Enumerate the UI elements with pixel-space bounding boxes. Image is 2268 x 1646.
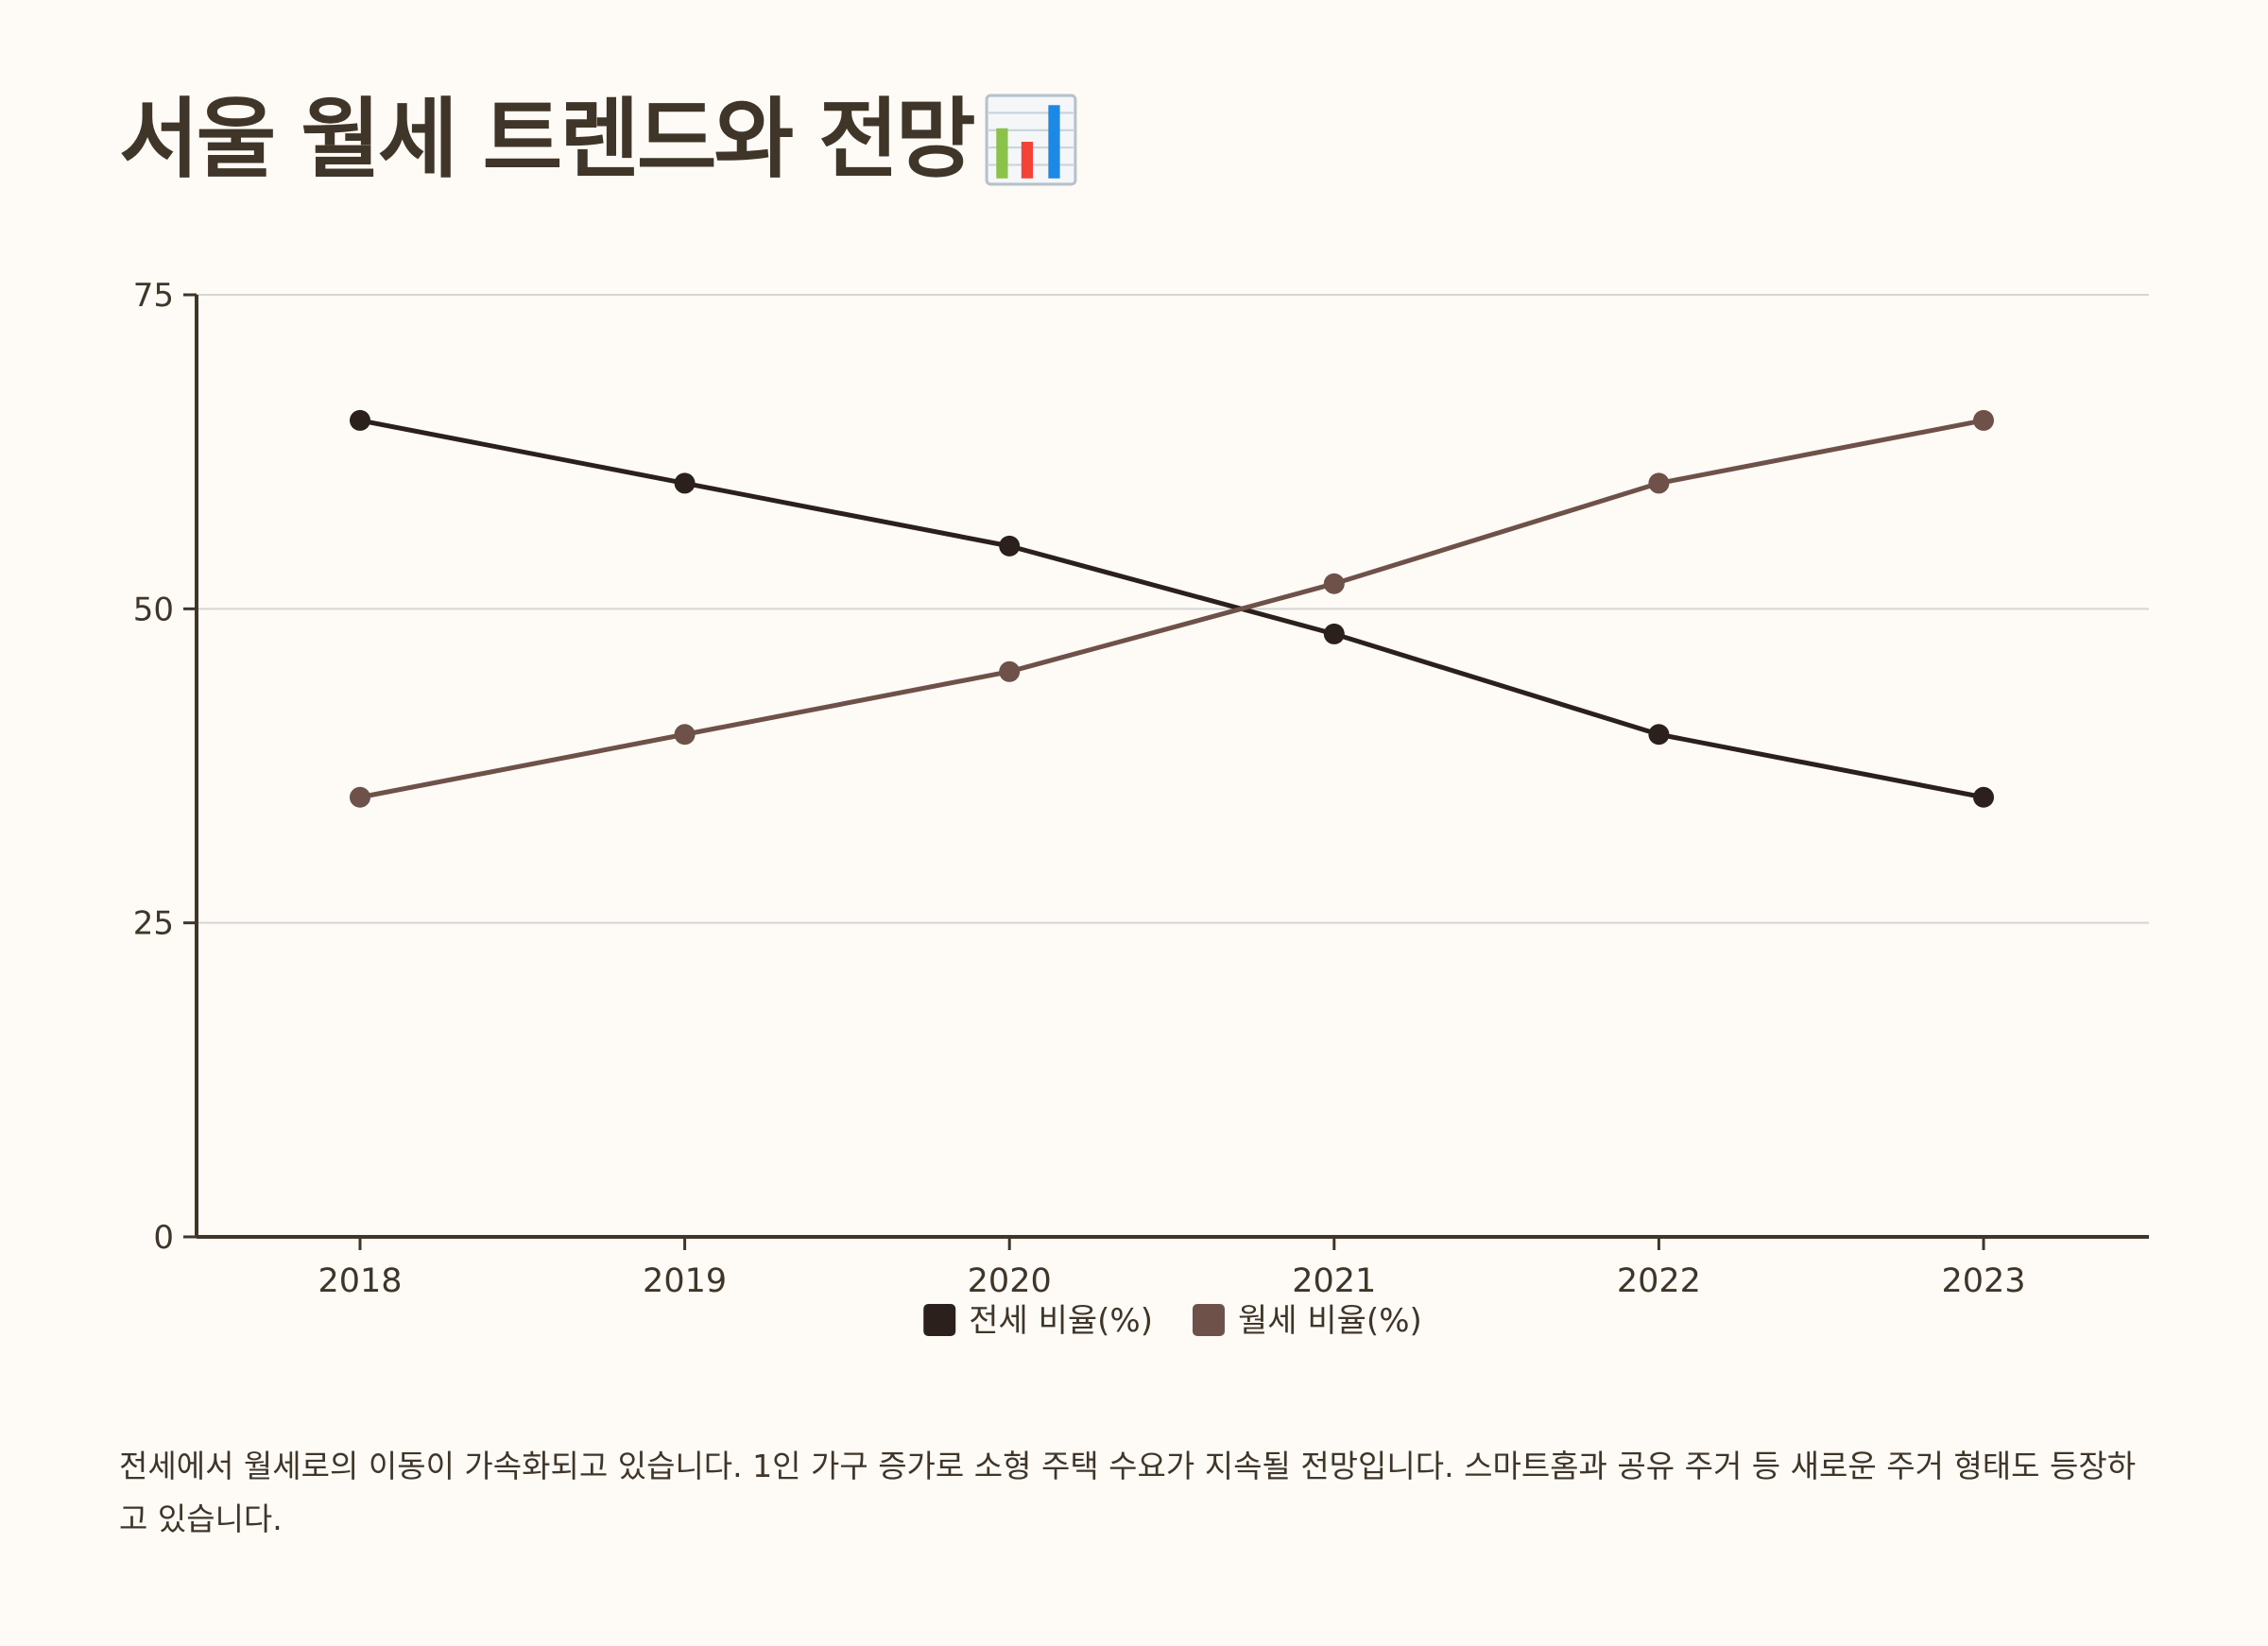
y-tick-label: 0	[153, 1219, 174, 1257]
data-point	[674, 724, 696, 746]
x-tick-label: 2019	[643, 1262, 727, 1300]
data-point	[1648, 472, 1670, 494]
data-point	[999, 660, 1021, 682]
series-line-1	[359, 418, 1984, 800]
page-title-text: 서울 월세 트렌드와 전망	[119, 89, 975, 190]
x-tick-label: 2018	[318, 1262, 402, 1300]
data-point	[350, 409, 370, 431]
grid-layer	[197, 294, 2149, 924]
x-tick-label: 2020	[968, 1262, 1052, 1300]
y-tick-label: 25	[133, 905, 174, 943]
legend-layer: 전세 비율(%) 월세 비율(%)	[923, 1302, 1422, 1340]
legend-label: 전세 비율(%)	[969, 1302, 1153, 1340]
series-layer	[350, 409, 1994, 808]
series-line-2	[359, 418, 1984, 800]
data-point	[1973, 409, 1994, 431]
x-tick-label: 2023	[1941, 1262, 2025, 1300]
legend-swatch	[1193, 1304, 1225, 1336]
page-title: 서울 월세 트렌드와 전망	[119, 83, 1079, 197]
legend-label: 월세 비율(%)	[1238, 1302, 1422, 1340]
data-point	[999, 535, 1021, 557]
legend-swatch	[923, 1304, 956, 1336]
data-point	[1973, 786, 1994, 808]
data-point	[1323, 623, 1345, 644]
description-text: 전세에서 월세로의 이동이 가속화되고 있습니다. 1인 가구 증가로 소형 주…	[119, 1448, 2137, 1537]
x-tick-label: 2021	[1292, 1262, 1376, 1300]
y-tick-label: 75	[133, 277, 174, 315]
axis-layer: 0 25 50 75 2018 2019 2020 2021 2022 2023	[133, 277, 2149, 1300]
x-tick-label: 2022	[1617, 1262, 1701, 1300]
y-tick-label: 50	[133, 591, 174, 628]
data-point	[1323, 573, 1345, 594]
data-point	[674, 472, 696, 494]
data-point	[1648, 724, 1670, 746]
data-point	[350, 786, 370, 808]
bar-chart-emoji-icon	[985, 94, 1076, 186]
